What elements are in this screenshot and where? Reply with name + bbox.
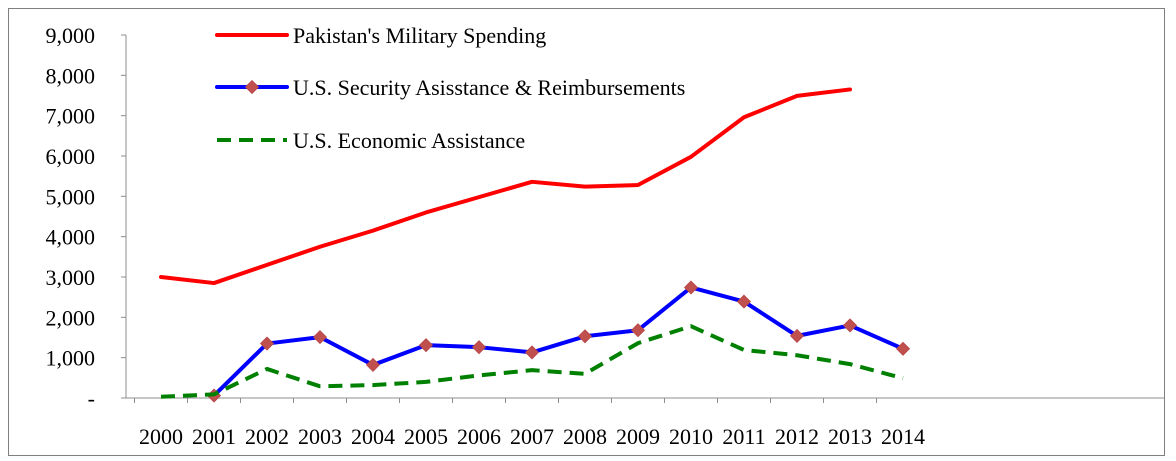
x-tick-label: 2011 xyxy=(722,424,765,449)
legend: Pakistan's Military Spending U.S. Securit… xyxy=(215,23,685,153)
series-1-marker xyxy=(736,294,752,309)
y-tick-label: 7,000 xyxy=(46,104,96,129)
y-tick-label: 8,000 xyxy=(46,63,96,88)
axes: - 1,000 2,000 3,000 4,000 5,000 6,000 7,000 8,00… xyxy=(46,23,1165,449)
y-tick-label: 5,000 xyxy=(46,184,96,209)
series-1-marker xyxy=(312,330,328,345)
x-tick-label: 2005 xyxy=(404,424,448,449)
series-1-marker xyxy=(524,345,540,360)
series-layer xyxy=(159,87,911,403)
series-line-2 xyxy=(160,324,904,399)
series-1-marker xyxy=(471,340,487,355)
x-tick-label: 2014 xyxy=(881,424,925,449)
x-tick-label: 2004 xyxy=(351,424,395,449)
series-1-marker xyxy=(842,318,858,333)
series-1-marker xyxy=(577,329,593,344)
x-tick-label: 2010 xyxy=(669,424,713,449)
chart-frame xyxy=(8,8,1165,456)
x-tick-label: 2008 xyxy=(563,424,607,449)
y-tick-label: 6,000 xyxy=(46,144,96,169)
x-tick-label: 2007 xyxy=(510,424,554,449)
y-tick-label: 3,000 xyxy=(46,265,96,290)
legend-label-0: Pakistan's Military Spending xyxy=(293,23,546,48)
legend-marker-1 xyxy=(244,79,260,95)
x-tick-label: 2006 xyxy=(457,424,501,449)
x-tick-label: 2001 xyxy=(192,424,236,449)
series-1-marker xyxy=(259,336,275,351)
series-1-marker xyxy=(365,357,381,372)
series-1-marker xyxy=(630,323,646,338)
series-1-marker xyxy=(418,338,434,353)
x-tick-label: 2003 xyxy=(298,424,342,449)
y-tick-label: 9,000 xyxy=(46,23,96,48)
series-line-0 xyxy=(159,87,852,286)
legend-label-2: U.S. Economic Assistance xyxy=(293,128,525,153)
series-1-marker xyxy=(789,328,805,343)
y-tick-label: 4,000 xyxy=(46,225,96,250)
y-tick-label: 2,000 xyxy=(46,305,96,330)
series-1-marker xyxy=(895,341,911,356)
x-tick-label: 2002 xyxy=(245,424,289,449)
x-tick-label: 2009 xyxy=(616,424,660,449)
y-tick-label: - xyxy=(88,386,95,411)
x-tick-label: 2012 xyxy=(775,424,819,449)
series-1-marker xyxy=(683,280,699,295)
x-tick-label: 2000 xyxy=(139,424,183,449)
x-tick-label: 2013 xyxy=(828,424,872,449)
legend-label-1: U.S. Security Asisstance & Reimbursement… xyxy=(293,75,685,100)
series-line-1 xyxy=(212,285,905,398)
y-tick-label: 1,000 xyxy=(46,346,96,371)
